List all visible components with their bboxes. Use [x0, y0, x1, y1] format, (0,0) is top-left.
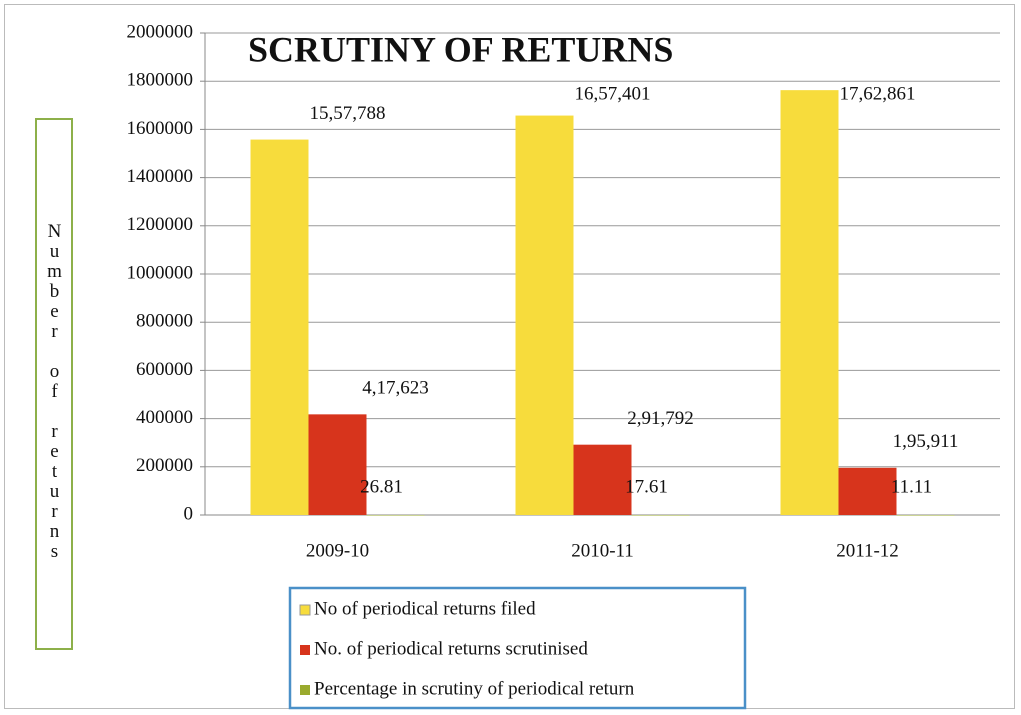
data-label: 1,95,911 — [893, 431, 959, 452]
x-tick-label: 2010-11 — [571, 540, 634, 561]
legend-swatch — [300, 645, 310, 655]
y-tick-label: 1200000 — [127, 214, 194, 235]
legend-swatch — [299, 604, 311, 616]
chart-title: SCRUTINY OF RETURNS — [248, 29, 673, 69]
data-label: 4,17,623 — [362, 378, 429, 399]
legend-label: No of periodical returns filed — [314, 598, 536, 619]
data-label: 17,62,861 — [840, 83, 916, 104]
y-tick-label: 400000 — [136, 407, 193, 428]
legend-label: No. of periodical returns scrutinised — [314, 638, 588, 659]
y-tick-label: 600000 — [136, 359, 193, 380]
y-tick-label: 1400000 — [127, 166, 194, 187]
data-label: 2,91,792 — [627, 408, 694, 429]
bar — [896, 514, 955, 516]
data-label: 15,57,788 — [310, 103, 386, 124]
y-tick-label: 2000000 — [127, 21, 194, 42]
bar — [631, 514, 690, 516]
data-label: 11.11 — [891, 476, 932, 497]
x-tick-label: 2011-12 — [836, 540, 899, 561]
x-tick-label: 2009-10 — [306, 540, 369, 561]
legend-label: Percentage in scrutiny of periodical ret… — [314, 678, 635, 699]
bar — [308, 414, 367, 515]
data-label: 17.61 — [625, 476, 668, 497]
bar — [838, 467, 897, 515]
y-tick-label: 200000 — [136, 455, 193, 476]
data-label: 26.81 — [360, 476, 403, 497]
bar — [250, 139, 309, 515]
legend-box — [288, 586, 747, 710]
bar — [366, 514, 425, 516]
y-tick-label: 0 — [184, 503, 194, 524]
y-tick-label: 1000000 — [127, 262, 194, 283]
y-tick-label: 800000 — [136, 311, 193, 332]
legend-swatch — [300, 685, 310, 695]
bar — [780, 90, 839, 515]
data-label: 16,57,401 — [575, 83, 651, 104]
y-axis-label: Number of returns — [35, 118, 73, 650]
y-tick-label: 1600000 — [127, 118, 194, 139]
bar — [573, 444, 632, 515]
y-tick-label: 1800000 — [127, 70, 194, 91]
bar — [515, 115, 574, 516]
